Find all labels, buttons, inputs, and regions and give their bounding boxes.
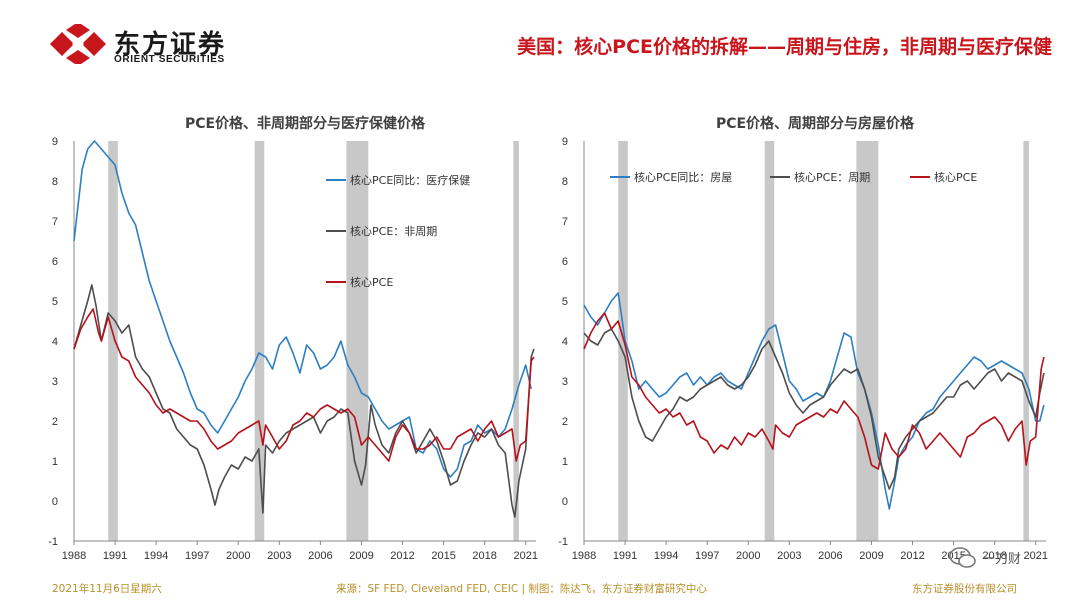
chart-title: PCE价格、非周期部分与医疗保健价格	[185, 115, 426, 132]
y-tick-label: 6	[52, 256, 58, 268]
right-chart-svg: PCE价格、周期部分与房屋价格 -1 0 1 2 3 4 5 6 7 8 9 1988 1991 1994 1…	[558, 115, 1048, 562]
y-tick-label: 9	[562, 136, 568, 148]
legend-label: 核心PCE：周期	[794, 170, 870, 184]
watermark-text: 一刀财	[982, 552, 1022, 567]
x-tick-label: 1991	[613, 550, 637, 562]
watermark: 一刀财	[948, 543, 1048, 573]
series-line	[583, 328, 1045, 490]
y-tick-label: 5	[52, 296, 58, 308]
footer-company: 东方证券股份有限公司	[912, 583, 1017, 595]
wechat-icon	[949, 547, 976, 568]
recession-band	[108, 141, 118, 541]
y-tick-label: 5	[562, 296, 568, 308]
logo-chinese-name: 东方证券	[114, 30, 227, 60]
y-tick-label: 9	[52, 136, 58, 148]
x-tick-label: 2000	[736, 550, 760, 562]
x-tick-label: 1994	[654, 550, 678, 562]
recession-band	[618, 141, 628, 541]
page-title: 美国：核心PCE价格的拆解——周期与住房，非周期与医疗保健	[517, 36, 1052, 58]
x-tick-label: 2021	[1023, 550, 1047, 562]
y-tick-label: -1	[48, 536, 58, 548]
x-tick-label: 1997	[185, 550, 209, 562]
x-tick-label: 2018	[982, 550, 1006, 562]
y-tick-label: 8	[52, 176, 58, 188]
legend-label: 核心PCE：非周期	[350, 224, 437, 238]
x-tick-label: 2009	[859, 550, 883, 562]
x-tick-label: 2003	[777, 550, 801, 562]
series-line	[73, 308, 535, 462]
x-tick-label: 2021	[513, 550, 537, 562]
y-tick-label: 1	[52, 456, 58, 468]
x-tick-label: 2006	[308, 550, 332, 562]
x-tick-label: 2003	[267, 550, 291, 562]
left-chart: PCE价格、非周期部分与医疗保健价格 -1 0 1 2 3 4 5 6 7 8 9 1988 1991 19…	[30, 96, 550, 566]
x-tick-label: 1994	[144, 550, 168, 562]
series-line	[583, 312, 1045, 470]
y-tick-label: 2	[562, 416, 568, 428]
chart-title: PCE价格、周期部分与房屋价格	[716, 115, 915, 132]
logo-mark-icon	[50, 24, 106, 64]
recession-band	[346, 141, 369, 541]
x-tick-label: 2000	[226, 550, 250, 562]
y-tick-label: -1	[558, 536, 568, 548]
x-tick-label: 2015	[431, 550, 455, 562]
x-tick-label: 2012	[390, 550, 414, 562]
recession-band	[513, 141, 519, 541]
company-logo: 东方证券 ORIENT SECURITIES	[48, 22, 268, 68]
recession-band	[856, 141, 879, 541]
y-tick-label: 7	[52, 216, 58, 228]
x-tick-label: 2018	[472, 550, 496, 562]
left-chart-svg: PCE价格、非周期部分与医疗保健价格 -1 0 1 2 3 4 5 6 7 8 9 1988 1991 19…	[48, 115, 538, 562]
x-tick-label: 1991	[103, 550, 127, 562]
y-tick-label: 7	[562, 216, 568, 228]
x-tick-label: 1988	[572, 550, 596, 562]
recession-band	[1023, 141, 1029, 541]
y-tick-label: 1	[562, 456, 568, 468]
y-tick-label: 6	[562, 256, 568, 268]
y-tick-label: 4	[52, 336, 58, 348]
x-tick-label: 2006	[818, 550, 842, 562]
y-tick-label: 2	[52, 416, 58, 428]
right-chart: PCE价格、周期部分与房屋价格 -1 0 1 2 3 4 5 6 7 8 9 1988 1991 1994 1…	[540, 96, 1060, 566]
y-tick-label: 4	[562, 336, 568, 348]
x-tick-label: 2009	[349, 550, 373, 562]
y-tick-label: 0	[562, 496, 568, 508]
legend-label: 核心PCE	[934, 170, 977, 184]
series-line	[73, 284, 535, 518]
y-tick-label: 3	[562, 376, 568, 388]
y-tick-label: 0	[52, 496, 58, 508]
series-line	[583, 292, 1045, 510]
x-tick-label: 2012	[900, 550, 924, 562]
legend-label: 核心PCE同比：医疗保健	[350, 173, 470, 187]
footer-date: 2021年11月6日星期六	[52, 583, 162, 595]
legend-label: 核心PCE同比：房屋	[634, 170, 732, 184]
legend-label: 核心PCE	[350, 275, 393, 289]
recession-band	[254, 141, 265, 541]
y-tick-label: 3	[52, 376, 58, 388]
logo-english-name: ORIENT SECURITIES	[114, 54, 225, 65]
y-tick-label: 8	[562, 176, 568, 188]
x-tick-label: 1988	[62, 550, 86, 562]
series-line	[73, 140, 532, 478]
footer-source: 来源：SF FED, Cleveland FED, CEIC | 制图：陈达飞，…	[336, 583, 707, 595]
x-tick-label: 1997	[695, 550, 719, 562]
